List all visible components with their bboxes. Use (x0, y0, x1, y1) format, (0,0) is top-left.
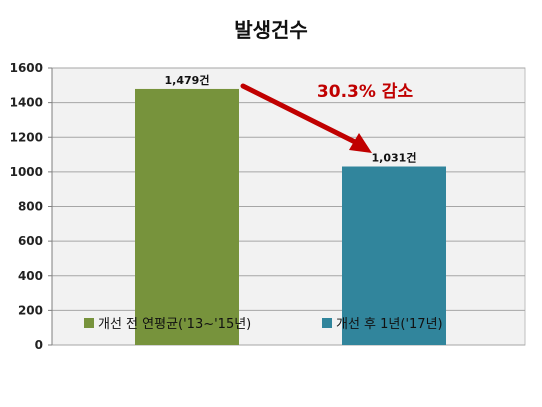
y-tick-label: 1200 (10, 130, 43, 144)
bar (135, 88, 239, 346)
data-label: 1,031건 (372, 151, 417, 165)
legend-label-after: 개선 후 1년('17년) (336, 317, 443, 332)
y-tick-label: 0 (35, 338, 43, 352)
legend-swatch-before (84, 318, 94, 328)
gridlines (52, 67, 525, 346)
y-tick-label: 1600 (10, 61, 43, 75)
bars (135, 88, 446, 346)
arrow-shaft (240, 83, 360, 146)
y-tick-label: 600 (18, 234, 43, 248)
arrow-head (349, 133, 372, 153)
y-axis: 0 200 400 600 800 1000 1200 1400 1600 (10, 61, 53, 352)
decrease-arrow (240, 83, 372, 153)
legend-swatch-after (322, 318, 332, 328)
legend-label-before: 개선 전 연평균('13~'15년) (98, 317, 251, 332)
legend: 개선 전 연평균('13~'15년) 개선 후 1년('17년) (84, 317, 443, 332)
y-tick-label: 800 (18, 200, 43, 214)
y-tick-label: 1400 (10, 96, 43, 110)
decrease-annotation: 30.3% 감소 (317, 82, 414, 102)
data-label: 1,479건 (165, 73, 210, 87)
y-tick-label: 200 (18, 303, 43, 317)
y-tick-label: 400 (18, 269, 43, 283)
bar (342, 166, 446, 345)
data-labels: 1,479건 1,031건 (165, 73, 417, 165)
chart-title: 발생건수 (234, 18, 308, 42)
y-tick-label: 1000 (10, 165, 43, 179)
